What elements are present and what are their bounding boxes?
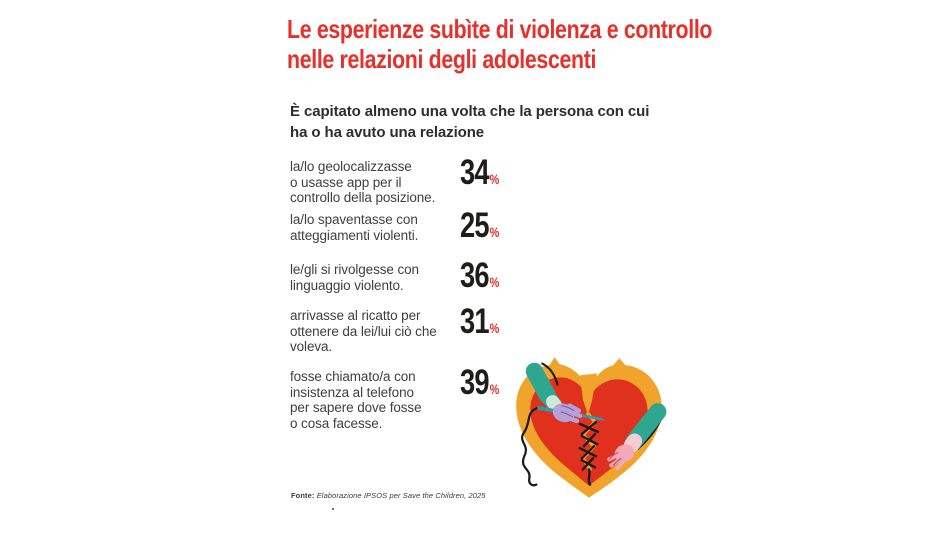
stat-label: la/lo geolocalizzasse o usasse app per i… [290, 159, 436, 205]
stat-label: la/lo spaventasse con atteggiamenti viol… [290, 212, 419, 243]
percent-sign: % [489, 320, 500, 336]
percent-sign: % [489, 224, 500, 240]
stat-label: le/gli si rivolgesse con linguaggio viol… [290, 262, 419, 293]
broken-heart-illustration [516, 357, 667, 498]
footer-dot [332, 508, 334, 510]
stat-number: 39 [460, 363, 490, 402]
thread [521, 406, 540, 487]
stat-row-telefonate-insistenti: fosse chiamato/a con insistenza al telef… [290, 365, 530, 449]
percent-sign: % [489, 381, 500, 397]
source-note: Fonte: Elaborazione IPSOS per Save the C… [291, 491, 486, 500]
stat-label: arrivasse al ricatto per ottenere da lei… [290, 308, 437, 354]
stat-number: 31 [460, 302, 490, 341]
page-title: Le esperienze subìte di violenza e contr… [287, 14, 713, 74]
stat-number: 25 [460, 206, 490, 245]
stat-row-linguaggio-violento: le/gli si rivolgesse con linguaggio viol… [290, 258, 530, 342]
percent-sign: % [489, 274, 500, 290]
stitches [578, 420, 600, 486]
stat-row-geolocalizzazione: la/lo geolocalizzasse o usasse app per i… [290, 155, 530, 239]
stat-row-ricatto: arrivasse al ricatto per ottenere da lei… [290, 304, 530, 388]
source-text: Elaborazione IPSOS per Save the Children… [314, 491, 486, 500]
stat-value: 31% [460, 304, 499, 339]
stat-value: 25% [460, 208, 499, 243]
chart-subtitle: È capitato almeno una volta che la perso… [290, 103, 650, 141]
stat-value: 39% [460, 365, 499, 400]
stat-value: 34% [460, 155, 499, 190]
stat-row-spaventasse: la/lo spaventasse con atteggiamenti viol… [290, 208, 530, 292]
percent-sign: % [489, 171, 500, 187]
stat-label: fosse chiamato/a con insistenza al telef… [290, 369, 422, 431]
stat-value: 36% [460, 258, 499, 293]
stat-number: 36 [460, 256, 490, 295]
source-label: Fonte: [291, 491, 315, 500]
stat-number: 34 [460, 153, 490, 192]
left-arm-needle [521, 362, 606, 487]
right-arm [607, 403, 667, 471]
